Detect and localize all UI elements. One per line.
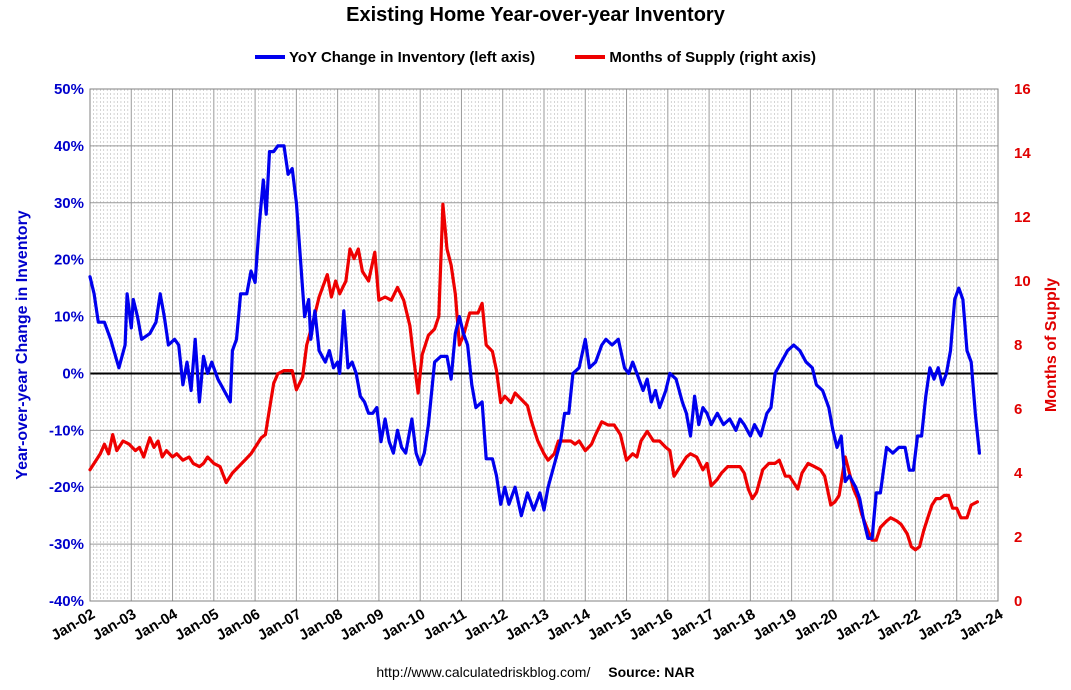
series-line-yoy [88,144,981,540]
x-axis-ticks: Jan-02Jan-03Jan-04Jan-05Jan-06Jan-07Jan-… [48,605,1006,644]
left-tick-label: -40% [49,593,84,610]
left-tick-label: -20% [49,479,84,496]
x-tick-label: Jan-22 [874,606,924,644]
source-label: Source: NAR [608,664,695,680]
right-tick-label: 16 [1014,81,1031,98]
left-tick-label: 30% [54,195,84,212]
plot-border [89,88,999,602]
x-tick-label: Jan-13 [502,606,552,644]
x-tick-label: Jan-14 [544,605,594,644]
left-tick-label: 10% [54,309,84,326]
x-tick-label: Jan-10 [379,606,429,644]
right-axis-label: Months of Supply [1043,278,1060,412]
left-tick-label: -10% [49,422,84,439]
x-tick-label: Jan-21 [833,606,883,644]
right-tick-label: 14 [1014,145,1031,162]
right-axis-ticks: 0 2 4 6 8 10 12 14 16 [1014,81,1031,610]
x-tick-label: Jan-08 [296,606,346,644]
left-tick-label: 40% [54,138,84,155]
x-tick-label: Jan-11 [421,606,470,644]
x-tick-label: Jan-17 [667,606,717,644]
legend-swatch-yoy [254,55,285,59]
gridlines [89,88,999,602]
x-tick-label: Jan-20 [791,606,841,644]
x-tick-label: Jan-18 [709,606,759,644]
source-footer: http://www.calculatedriskblog.com/ Sourc… [0,664,1071,680]
x-tick-label: Jan-16 [626,606,676,644]
left-axis-ticks: -40% -30% -20% -10% 0% 10% 20% 30% 40% 50% [49,81,84,610]
right-tick-label: 4 [1014,465,1023,482]
right-tick-label: 8 [1014,337,1022,354]
x-tick-label: Jan-23 [915,606,965,644]
left-tick-label: 20% [54,252,84,269]
x-tick-label: Jan-05 [172,606,222,644]
left-tick-label: 50% [54,81,84,98]
x-tick-label: Jan-06 [213,606,263,644]
plot-frame [89,88,999,602]
right-tick-label: 12 [1014,209,1031,226]
x-tick-label: Jan-09 [337,606,387,644]
right-tick-label: 6 [1014,401,1022,418]
left-tick-label: 0% [62,365,84,382]
x-tick-label: Jan-04 [131,605,181,644]
legend-item-yoy: YoY Change in Inventory (left axis) [254,48,536,66]
x-tick-label: Jan-02 [48,606,98,644]
legend-label-supply: Months of Supply (right axis) [609,48,816,66]
legend-swatch-supply [575,55,606,59]
x-tick-label: Jan-03 [90,606,140,644]
legend: YoY Change in Inventory (left axis) Mont… [0,46,1071,66]
right-tick-label: 2 [1014,529,1022,546]
right-tick-label: 0 [1014,593,1022,610]
legend-label-yoy: YoY Change in Inventory (left axis) [288,48,536,66]
left-axis-label: Year-over-year Change in Inventory [14,210,31,480]
x-tick-label: Jan-07 [255,606,305,644]
x-tick-label: Jan-15 [585,606,635,644]
legend-item-supply: Months of Supply (right axis) [575,49,816,66]
chart-title: Existing Home Year-over-year Inventory [346,4,725,26]
series-lines [88,144,981,552]
x-tick-label: Jan-12 [461,606,511,644]
right-tick-label: 10 [1014,273,1031,290]
source-url: http://www.calculatedriskblog.com/ [376,664,591,680]
x-tick-label: Jan-24 [956,605,1006,644]
x-tick-label: Jan-19 [750,606,800,644]
left-tick-label: -30% [49,536,84,553]
